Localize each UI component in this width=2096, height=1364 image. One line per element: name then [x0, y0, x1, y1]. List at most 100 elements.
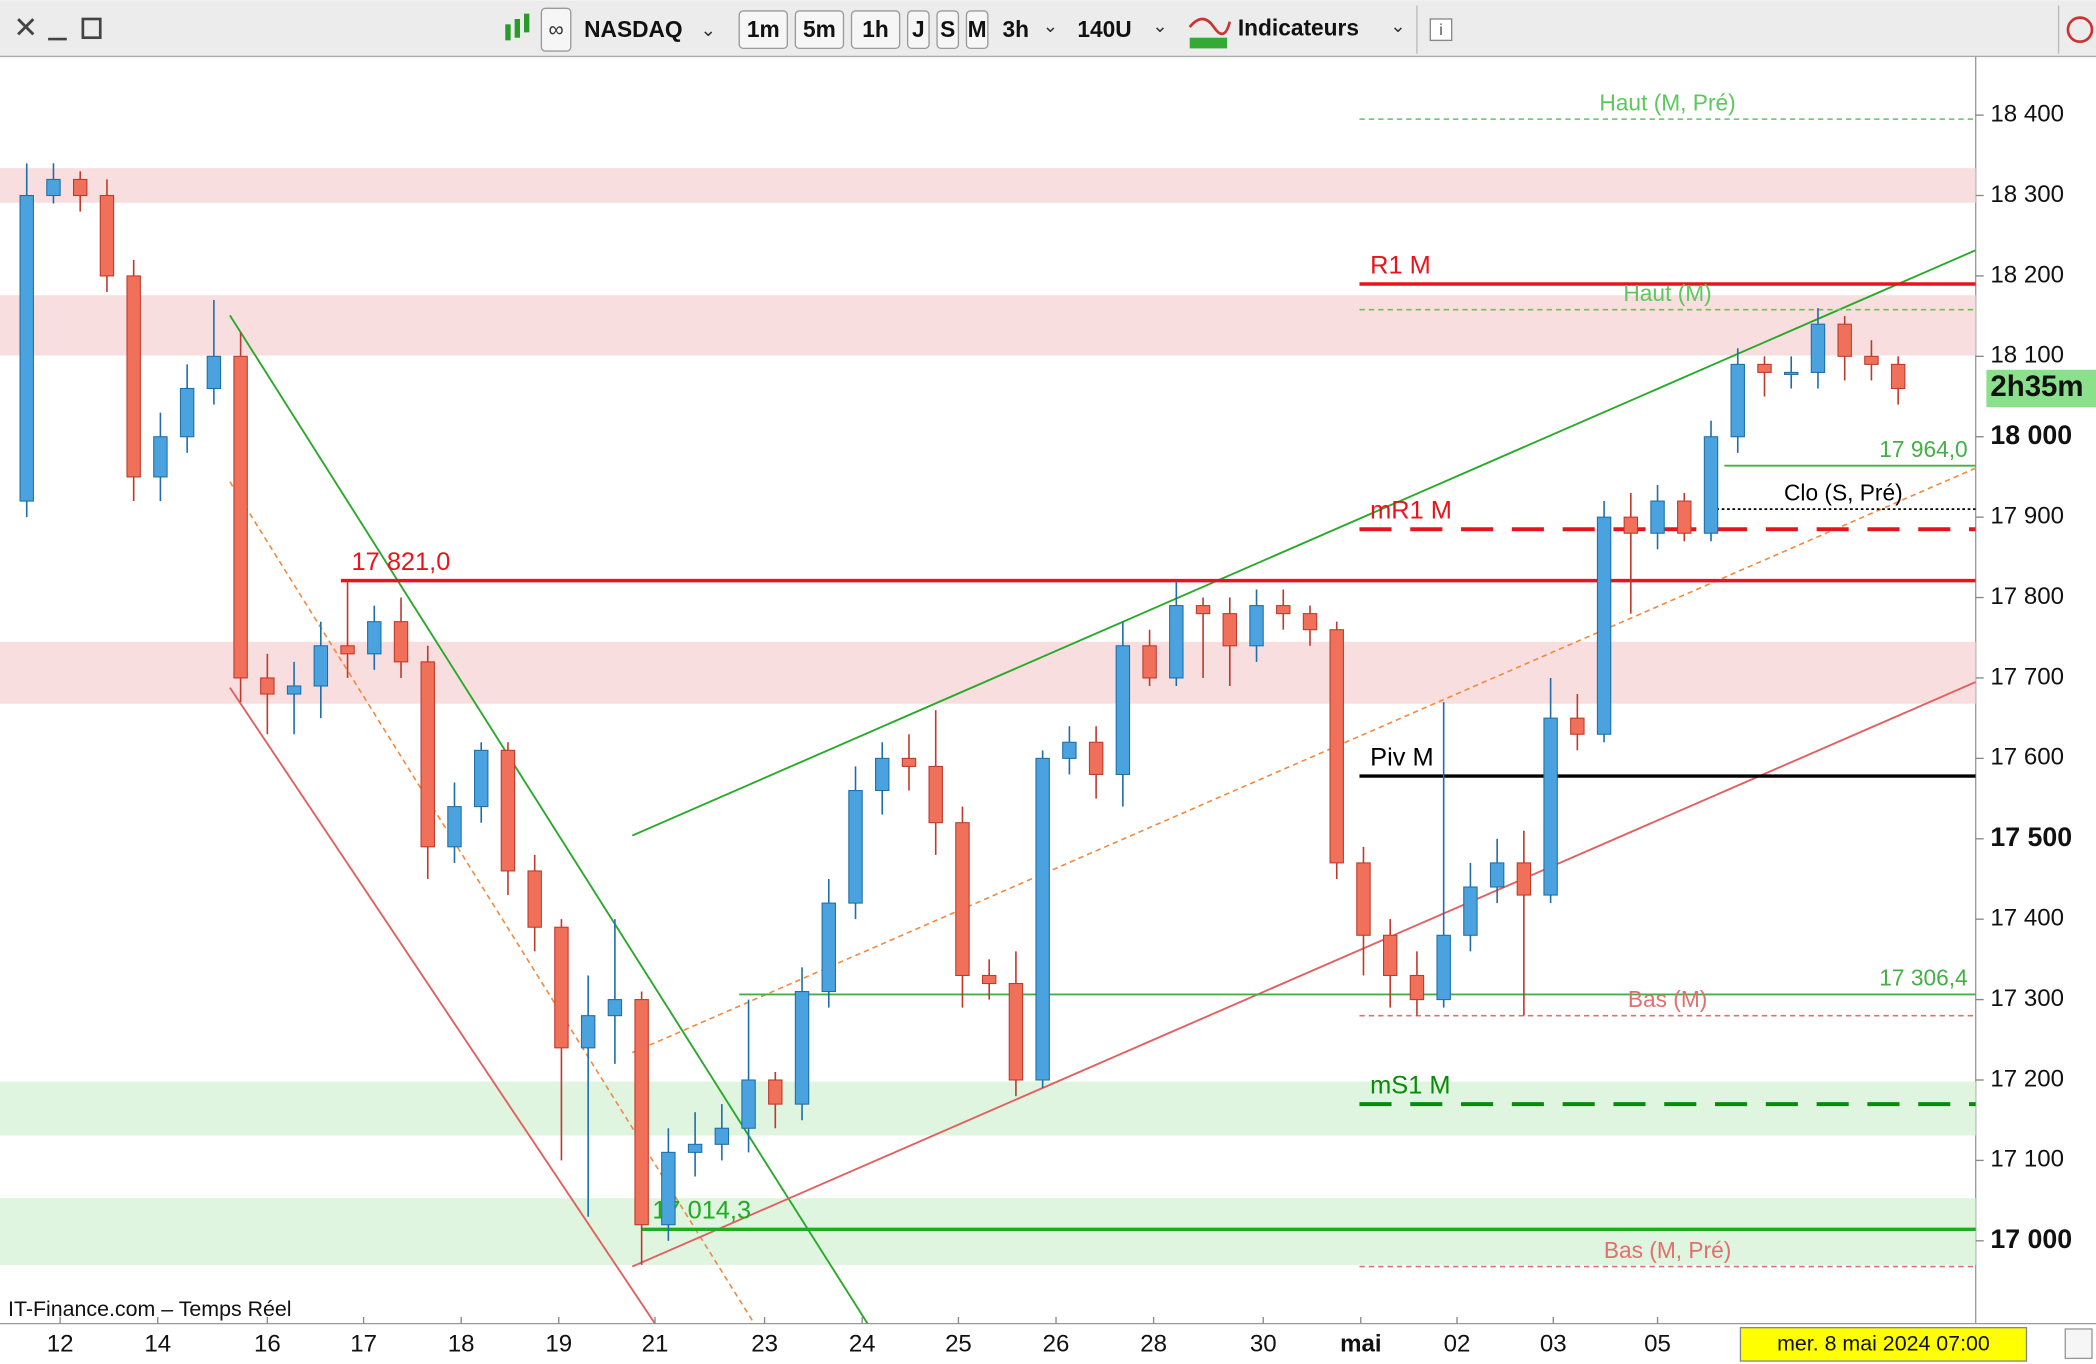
refresh-icon[interactable]	[2066, 16, 2094, 44]
candle-body	[340, 645, 355, 655]
candle-body	[580, 1015, 596, 1049]
candle-body	[420, 661, 435, 848]
y-tick-label: 17 700	[1990, 663, 2064, 690]
candle-body	[527, 870, 542, 928]
x-tick-label: 14	[144, 1330, 171, 1357]
candle-body	[1356, 862, 1371, 936]
source: IT-Finance.com – Temps Réel	[8, 1297, 292, 1321]
candle-body	[72, 178, 88, 197]
period-label[interactable]: 1h	[862, 16, 889, 42]
level-label: Bas (M)	[1628, 986, 1708, 1012]
cursor-date: mer. 8 mai 2024 07:00	[1777, 1332, 1990, 1356]
indicators[interactable]: Indicateurs	[1238, 15, 1359, 41]
period-button[interactable]	[965, 10, 989, 50]
candle-body	[447, 806, 462, 848]
dropdown-arrow[interactable]: ⌄	[1043, 15, 1059, 36]
chart-type-icon[interactable]	[505, 13, 530, 41]
period-label[interactable]: M	[968, 16, 987, 42]
link-button[interactable]	[540, 7, 572, 52]
dropdown-arrow[interactable]: ⌄	[1152, 15, 1168, 36]
period-label[interactable]: 1m	[747, 16, 780, 42]
candle-body	[1463, 886, 1478, 936]
axes: 18 400 18 300 18 200 18 100 18 000 17 900 17 8…	[47, 100, 2096, 1357]
x-tick-label: 17	[350, 1330, 377, 1357]
zones	[0, 168, 1976, 1265]
close-icon[interactable]: ✕	[13, 11, 38, 44]
level-label: Piv M	[1370, 743, 1433, 771]
period-button[interactable]	[936, 10, 960, 50]
candle-body	[1169, 605, 1184, 679]
y-tick-label: 17 300	[1990, 985, 2064, 1012]
level-label: Haut (M)	[1623, 280, 1711, 306]
interval[interactable]: 3h	[1003, 16, 1030, 42]
candle-body	[848, 789, 863, 904]
y-tick-label: 17 400	[1990, 905, 2064, 932]
x-tick-label: 26	[1043, 1330, 1070, 1357]
y-tick-label: 17 900	[1990, 503, 2064, 530]
candle-body	[955, 822, 970, 977]
candle-body	[1062, 741, 1077, 759]
candle-body	[286, 685, 302, 695]
level-label: 17 964,0	[1879, 436, 1967, 462]
candle-body	[1249, 605, 1264, 647]
candle-body	[313, 645, 329, 687]
candle-body	[714, 1127, 730, 1145]
symbol[interactable]: NASDAQ	[584, 16, 682, 42]
maximize-icon[interactable]	[81, 17, 102, 40]
level-label: Clo (S, Pré)	[1784, 479, 1903, 505]
x-tick-label: 30	[1250, 1330, 1277, 1357]
candle-body	[367, 621, 382, 655]
x-tick-label: 21	[642, 1330, 669, 1357]
candle-body	[1784, 371, 1799, 375]
candle-body	[768, 1079, 783, 1105]
period-button[interactable]	[738, 10, 789, 50]
units[interactable]: 140U	[1077, 16, 1131, 42]
y-tick-label: 17 000	[1990, 1224, 2072, 1254]
period-button[interactable]	[794, 10, 845, 50]
candle-body	[1543, 717, 1558, 896]
candle-body	[554, 926, 569, 1049]
candle-body	[1489, 862, 1505, 888]
y-tick-label: 17 200	[1990, 1065, 2064, 1092]
dropdown-arrow[interactable]: ⌄	[700, 19, 716, 40]
scale-button[interactable]	[2064, 1328, 2093, 1360]
cursor-date-badge	[1739, 1326, 2028, 1362]
candle-body	[19, 194, 34, 502]
candle-body	[741, 1079, 756, 1129]
y-tick-label: 18 200	[1990, 261, 2064, 288]
x-tick-label: 25	[945, 1330, 972, 1357]
trendline	[631, 249, 1976, 837]
trendline	[631, 681, 1976, 1268]
candle-body	[1302, 613, 1318, 631]
candle-body	[500, 749, 516, 872]
period-label[interactable]: J	[912, 16, 925, 42]
candle-body	[206, 355, 222, 390]
candle-body	[1570, 717, 1585, 735]
candle-body	[46, 178, 61, 197]
period-label[interactable]: 5m	[803, 16, 836, 42]
candle-body	[233, 355, 248, 679]
candle-body	[1142, 645, 1157, 679]
candle-body	[1329, 629, 1344, 864]
candle-body	[1115, 645, 1131, 775]
period-button[interactable]	[906, 10, 930, 50]
level-label: mS1 M	[1370, 1071, 1450, 1099]
candle-body	[1890, 363, 1906, 390]
countdown-badge	[1986, 369, 2096, 408]
period-label[interactable]: S	[940, 16, 955, 42]
candle-body	[474, 749, 489, 808]
candle-body	[1650, 500, 1665, 534]
level-label: 17 821,0	[352, 548, 451, 576]
period-button[interactable]	[850, 10, 901, 50]
info-button[interactable]	[1429, 18, 1453, 42]
y-tick-label: 17 800	[1990, 583, 2064, 610]
levels: Haut (M, Pré) R1 M Haut (M) 17 964,0 Clo (S,…	[340, 89, 1976, 1268]
candle-body	[634, 999, 649, 1226]
indicators-icon[interactable]	[1188, 17, 1232, 49]
zone	[0, 168, 1976, 203]
info-icon: i	[1439, 21, 1443, 39]
candle-body	[821, 902, 836, 993]
x-tick-label: 03	[1540, 1330, 1567, 1357]
dropdown-arrow[interactable]: ⌄	[1390, 15, 1406, 36]
countdown: 2h35m	[1990, 370, 2083, 403]
